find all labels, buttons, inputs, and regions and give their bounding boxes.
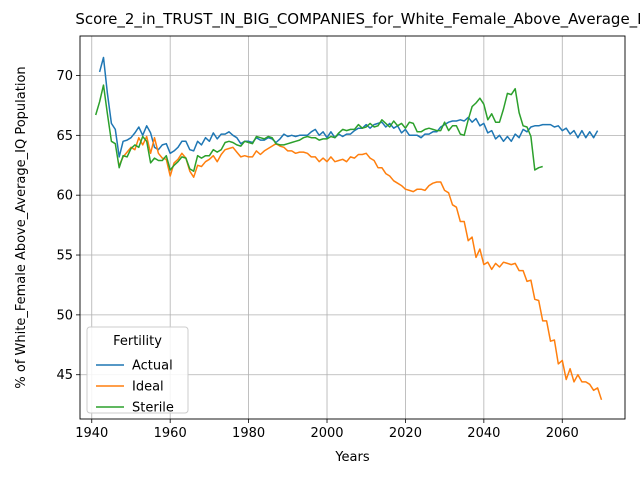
- x-tick-label: 1940: [75, 426, 108, 441]
- series-line-ideal: [118, 135, 603, 401]
- y-tick-label: 55: [56, 249, 73, 264]
- legend-label-sterile: Sterile: [132, 401, 174, 416]
- x-tick-label: 1960: [154, 426, 187, 441]
- series-lines: [94, 56, 603, 401]
- y-tick-label: 45: [56, 368, 73, 383]
- x-axis-label: Years: [334, 450, 370, 465]
- y-tick-label: 50: [56, 308, 73, 323]
- y-tick-label: 60: [56, 189, 73, 204]
- series-line-actual: [98, 56, 599, 158]
- legend-entries: Actual Ideal Sterile: [96, 359, 174, 416]
- y-tick-label: 70: [56, 69, 73, 84]
- legend-label-actual: Actual: [132, 359, 173, 374]
- axis-ticks: 1940 1960 1980 2000 2020 2040 2060 45 50 55 60 65 70: [56, 69, 578, 441]
- x-tick-label: 2040: [467, 426, 500, 441]
- x-tick-label: 2000: [310, 426, 343, 441]
- x-tick-label: 1980: [232, 426, 265, 441]
- legend: Fertility Actual Ideal Sterile: [86, 326, 189, 416]
- legend-box: [86, 326, 189, 414]
- plot-frame: [79, 35, 626, 420]
- y-axis-label: % of White_Female Above_Average_IQ Popul…: [14, 66, 29, 388]
- x-tick-label: 2060: [546, 426, 579, 441]
- chart-title: Score_2_in_TRUST_IN_BIG_COMPANIES_for_Wh…: [75, 10, 640, 29]
- legend-title: Fertility: [113, 334, 162, 349]
- y-tick-label: 65: [56, 129, 73, 144]
- x-tick-label: 2020: [389, 426, 422, 441]
- series-line-sterile: [94, 84, 543, 172]
- grid: [80, 36, 625, 419]
- legend-label-ideal: Ideal: [132, 380, 164, 395]
